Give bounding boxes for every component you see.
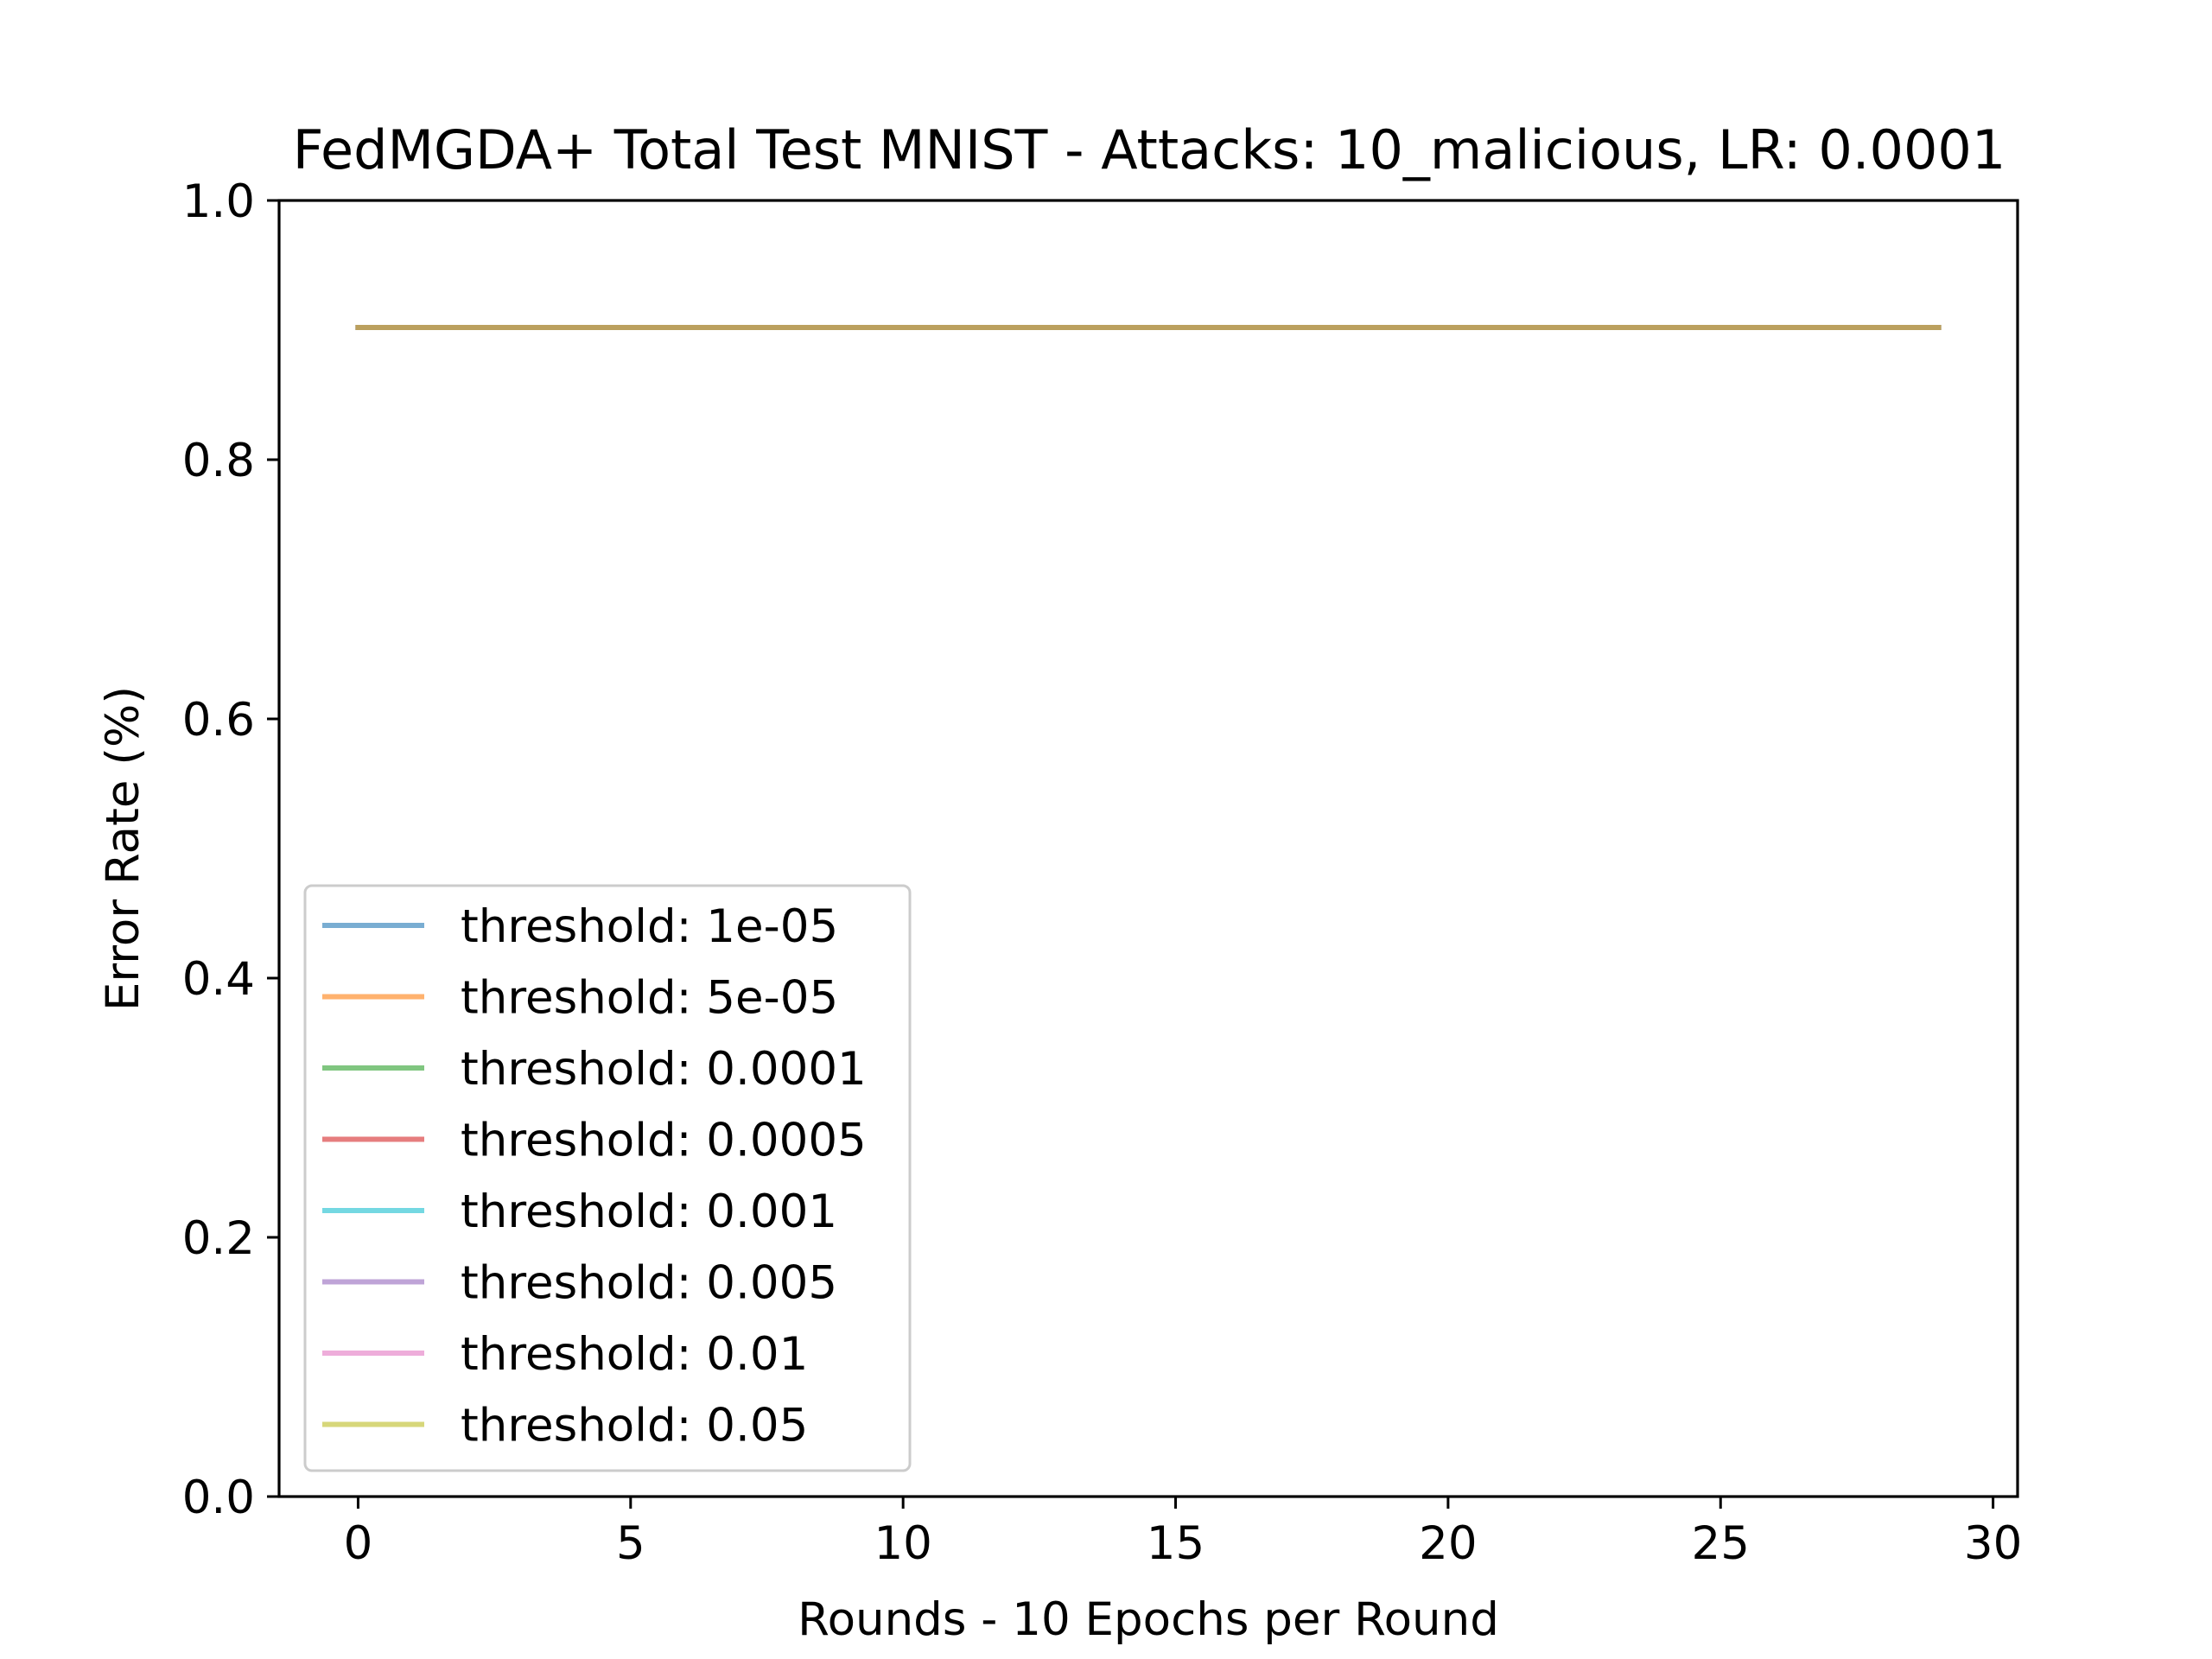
x-axis: 0 5 10 15 20 25 30 bbox=[344, 1497, 2022, 1570]
y-axis-label: Error Rate (%) bbox=[97, 686, 149, 1011]
legend-label-1: threshold: 5e-05 bbox=[461, 972, 838, 1025]
plot-frame bbox=[277, 199, 2019, 1498]
y-tick-label: 0.2 bbox=[182, 1212, 255, 1265]
x-tick-label: 20 bbox=[1419, 1517, 1477, 1570]
legend-items: threshold: 1e-05 threshold: 5e-05 threshol… bbox=[322, 900, 867, 1452]
y-axis: 0.0 0.2 0.4 0.6 0.8 1.0 bbox=[182, 175, 279, 1524]
x-tick-label: 30 bbox=[1964, 1517, 2022, 1570]
x-tick-label: 10 bbox=[874, 1517, 931, 1570]
x-tick-label: 15 bbox=[1147, 1517, 1205, 1570]
legend-label-4: threshold: 0.001 bbox=[461, 1185, 837, 1238]
x-tick-label: 5 bbox=[616, 1517, 645, 1570]
x-tick-label: 25 bbox=[1692, 1517, 1750, 1570]
x-tick-label: 0 bbox=[344, 1517, 373, 1570]
y-tick-label: 1.0 bbox=[182, 175, 255, 228]
y-tick-label: 0.6 bbox=[182, 694, 255, 747]
legend-frame bbox=[303, 884, 912, 1472]
legend-label-7: threshold: 0.05 bbox=[461, 1400, 808, 1452]
legend: threshold: 1e-05 threshold: 5e-05 threshol… bbox=[303, 884, 912, 1472]
legend-label-5: threshold: 0.005 bbox=[461, 1257, 837, 1310]
chart-title: FedMGDA+ Total Test MNIST - Attacks: 10_… bbox=[293, 118, 2006, 181]
legend-label-6: threshold: 0.01 bbox=[461, 1328, 808, 1381]
y-tick-label: 0.0 bbox=[182, 1471, 255, 1524]
y-tick-label: 0.8 bbox=[182, 435, 255, 487]
y-tick-label: 0.4 bbox=[182, 953, 255, 1006]
legend-label-0: threshold: 1e-05 bbox=[461, 900, 838, 953]
legend-label-3: threshold: 0.0005 bbox=[461, 1115, 867, 1167]
legend-label-2: threshold: 0.0001 bbox=[461, 1043, 867, 1096]
x-axis-label: Rounds - 10 Epochs per Round bbox=[798, 1593, 1499, 1646]
